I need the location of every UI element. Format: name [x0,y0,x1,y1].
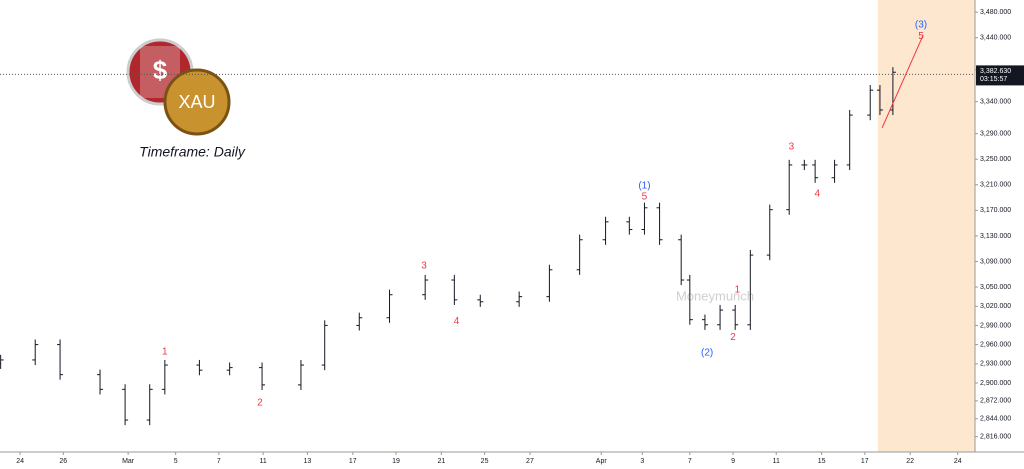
x-tick-label: 24 [954,458,962,465]
x-tick-label: Apr [596,458,608,465]
x-tick-label: 17 [349,458,357,465]
y-tick-label: 3,170.000 [980,207,1011,214]
x-tick-label: 7 [688,458,692,465]
y-tick-label: 3,050.000 [980,284,1011,291]
y-tick-label: 2,990.000 [980,322,1011,329]
x-tick-label: 17 [861,458,869,465]
x-tick-label: 13 [304,458,312,465]
x-tick-label: 24 [16,458,24,465]
wave-label: 3 [789,142,795,153]
watermark: Moneymunch [676,288,754,303]
y-tick-label: 2,900.000 [980,380,1011,387]
last-price-label: 3,382.630 [980,68,1011,75]
y-tick-label: 2,816.000 [980,434,1011,441]
x-tick-label: 21 [437,458,445,465]
x-tick-label: 11 [773,458,780,465]
y-tick-label: 3,290.000 [980,130,1011,137]
wave-label: 4 [815,188,821,199]
wave-label: 1 [162,346,168,357]
wave-label: 5 [642,192,648,203]
highlight-layer [877,0,975,452]
x-tick-label: 3 [640,458,644,465]
x-tick-label: 22 [906,458,914,465]
x-tick-label: 9 [731,458,735,465]
y-tick-label: 3,020.000 [980,303,1011,310]
projection-line [881,34,924,129]
forecast-zone [877,0,975,452]
wave-label: (1) [638,181,650,192]
x-tick-label: 26 [59,458,67,465]
xau-coin [163,68,231,136]
y-tick-label: 3,480.000 [980,9,1011,16]
wave-label: 2 [730,332,736,343]
x-tick-label: 27 [526,458,534,465]
x-tick-label: Mar [122,458,135,465]
y-tick-label: 3,440.000 [980,35,1011,42]
wave-label: 3 [421,261,427,272]
x-tick-label: 5 [174,458,178,465]
x-tick-label: 7 [217,458,221,465]
y-tick-label: 3,340.000 [980,98,1011,105]
wave-label: (3) [915,20,927,31]
wave-label: 5 [918,31,924,42]
logo-text: XAU [178,92,215,112]
subtitle: Timeframe: Daily [139,144,246,160]
y-tick-label: 2,872.000 [980,398,1011,405]
wave-label: (2) [701,348,713,359]
wave-label: 1 [735,284,741,295]
dollar-sign: $ [153,55,168,85]
y-tick-label: 2,960.000 [980,341,1011,348]
last-price-box [976,65,1024,86]
countdown: 03:15:57 [980,76,1007,83]
x-tick-label: 15 [818,458,826,465]
y-tick-label: 3,090.000 [980,258,1011,265]
x-tick-label: 11 [259,458,266,465]
y-tick-label: 2,930.000 [980,361,1011,368]
logo: $ XAU Timeframe: Daily [126,38,246,160]
x-tick-label: 25 [481,458,489,465]
x-tick-label: 19 [392,458,400,465]
y-tick-label: 3,130.000 [980,233,1011,240]
wave-label: 2 [257,397,263,408]
y-tick-label: 2,844.000 [980,416,1011,423]
y-tick-label: 3,250.000 [980,156,1011,163]
wave-label: 4 [454,316,460,327]
y-tick-label: 3,210.000 [980,182,1011,189]
